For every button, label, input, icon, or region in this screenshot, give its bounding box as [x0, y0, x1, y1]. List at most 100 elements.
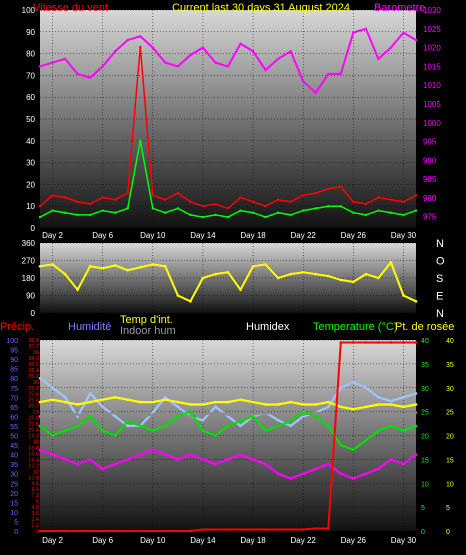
top-series-point — [189, 213, 192, 217]
bot-series-point — [101, 529, 104, 533]
bot-series-point — [51, 529, 54, 533]
bot-precip-tick: 21.6 — [28, 422, 39, 428]
top-series-point — [302, 80, 305, 83]
top-series-point — [88, 213, 92, 217]
bot-dewpoint-tick: 25 — [446, 410, 454, 417]
bot-series-point — [264, 462, 267, 466]
top-series-point — [251, 50, 255, 53]
bot-dewpoint-tick: 0 — [446, 529, 450, 536]
top-right-ticks: 975 980 985 990 995 1000 1005 1010 1015 1020 1025 1… — [423, 6, 441, 222]
top-plot-bg — [40, 10, 416, 228]
bot-temp-tick: 30 — [421, 386, 429, 393]
top-legend-right: Barometre — [374, 2, 425, 14]
top-series-point — [302, 209, 305, 212]
top-series-point — [302, 194, 305, 197]
top-series-point — [364, 213, 368, 217]
bot-series-point — [326, 405, 330, 409]
bot-series-point — [164, 453, 167, 456]
bot-series-point — [176, 400, 180, 404]
bot-humidity-tick: 5 — [14, 519, 18, 526]
bot-series-point — [326, 424, 330, 428]
bot-series-point — [201, 413, 205, 416]
top-series-point — [88, 76, 92, 79]
bot-series-point — [101, 405, 104, 409]
bot-series-point — [314, 403, 318, 406]
bot-series-point — [264, 411, 267, 414]
bot-series-point — [377, 396, 380, 399]
top-series-point — [226, 215, 230, 219]
bot-series-point — [251, 415, 255, 418]
bot-series-point — [189, 415, 192, 418]
bot-series-point — [352, 341, 355, 344]
bot-series-point — [151, 429, 155, 433]
top-left-tick: 20 — [26, 180, 35, 189]
mid-series-point — [138, 266, 142, 269]
bot-grid — [40, 339, 416, 532]
bot-series-point — [63, 400, 67, 404]
legend-temp-int: Temp d'int. — [120, 314, 173, 326]
bot-series-point — [151, 529, 155, 533]
bot-series-point — [414, 453, 418, 456]
bot-series-point — [38, 424, 42, 428]
bot-series-point — [251, 400, 255, 404]
bot-series-point — [301, 472, 305, 476]
bot-x-tick: Day 14 — [190, 536, 216, 545]
bot-series-point — [88, 392, 92, 395]
bot-series-point — [138, 529, 142, 533]
bot-series-point — [402, 462, 405, 466]
bot-series-point — [364, 386, 368, 390]
bot-x-tick: Day 2 — [42, 536, 63, 545]
top-series-point — [339, 72, 342, 76]
mid-series-point — [352, 280, 355, 284]
bot-humidity-tick: 65 — [10, 405, 18, 412]
bot-series-point — [214, 434, 217, 437]
bot-series-point — [289, 528, 292, 531]
mid-compass-label: E — [436, 291, 443, 303]
bot-precip-tick: 19.2 — [28, 434, 39, 440]
bot-series-point — [264, 403, 267, 406]
bot-humidity-tick: 100 — [6, 338, 18, 345]
bot-series-point — [377, 429, 380, 433]
top-legend-left: Vitesse du vent — [33, 2, 108, 14]
bot-precip-tick: 6 — [36, 499, 39, 505]
bot-series-point — [326, 462, 330, 466]
bot-series-point — [364, 411, 368, 414]
bot-series-point — [101, 398, 104, 401]
legend-pt-rosee: Pt. de rosée — [395, 321, 454, 333]
top-series-point — [114, 211, 117, 214]
top-series-point — [352, 31, 355, 34]
bot-precip-tick: 15.6 — [28, 451, 39, 457]
top-series-point — [189, 53, 192, 57]
bot-series-point — [88, 529, 92, 533]
bot-humidity-tick: 35 — [10, 462, 18, 469]
bot-precip-tick: 25.2 — [28, 404, 39, 410]
bot-series-point — [289, 415, 292, 418]
bot-humidity-tick: 30 — [10, 472, 18, 479]
bot-series-point — [189, 453, 192, 456]
top-series-point — [289, 50, 292, 53]
top-series-point — [139, 35, 142, 38]
bot-precip-tick: 7.2 — [31, 493, 39, 499]
top-series-point — [289, 213, 292, 217]
bot-temp-ticks: 0 0 5 5 10 10 15 15 20 20 25 25 30 30 35 35 40 40 — [421, 338, 454, 536]
mid-series-point — [264, 263, 267, 266]
bot-series-point — [264, 429, 267, 433]
bot-series-point — [214, 405, 217, 409]
bot-series-point — [402, 341, 405, 344]
top-series-point — [164, 211, 167, 214]
top-right-tick: 1025 — [423, 25, 441, 34]
bot-series-point — [38, 400, 42, 404]
mid-left-tick: 0 — [31, 309, 36, 318]
bot-series-point — [352, 477, 355, 480]
bot-x-tick: Day 10 — [140, 536, 166, 545]
top-series-point — [239, 196, 242, 199]
bot-series-point — [51, 413, 54, 416]
bot-precip-tick: 24 — [33, 410, 39, 416]
bot-precip-tick: 8.4 — [31, 487, 39, 493]
bot-series-point — [63, 458, 67, 461]
bot-series-point — [63, 396, 67, 399]
bot-precip-tick: 14.4 — [28, 457, 39, 463]
bot-series-point — [214, 528, 217, 531]
bot-temp-tick: 5 — [421, 505, 425, 512]
